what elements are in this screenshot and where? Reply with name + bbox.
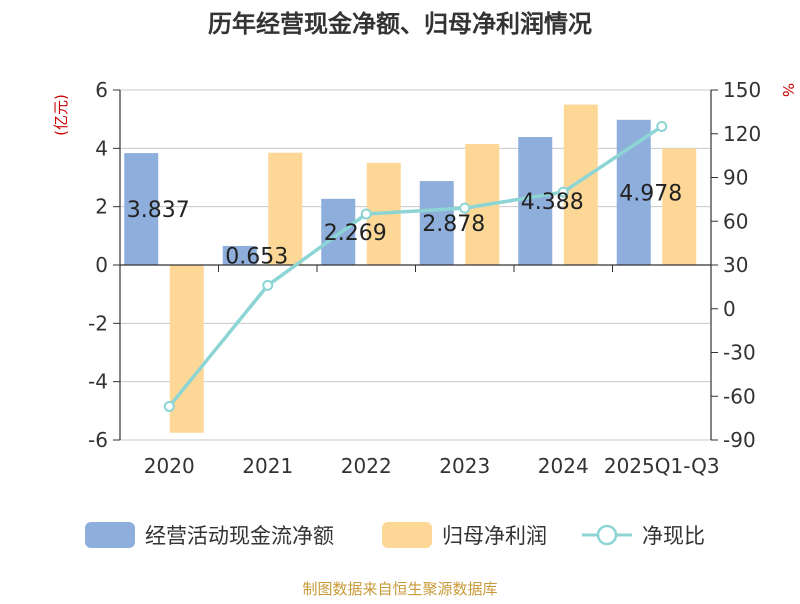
cash-flow-data-label: 0.653 xyxy=(225,244,288,269)
cash-flow-bar xyxy=(124,153,159,265)
x-tick-label: 2020 xyxy=(144,454,195,478)
ratio-line xyxy=(163,120,668,412)
y-left-tick-label: 0 xyxy=(95,253,108,277)
cash-flow-data-label: 4.388 xyxy=(521,190,584,215)
cash-flow-bar xyxy=(419,181,454,265)
y-left-tick-label: -2 xyxy=(88,311,108,335)
data-labels: 3.837 0.653 2.269 2.878 4.388 4.978 xyxy=(127,181,682,269)
y-right-tick-label: 0 xyxy=(723,297,736,321)
axes: 6 4 2 0 -2 -4 -6 150 120 90 60 30 0 -30 -60 -90 2020 2021… xyxy=(88,78,761,478)
legend-label: 净现比 xyxy=(642,524,705,548)
legend-swatch xyxy=(85,522,135,548)
legend-label: 归母净利润 xyxy=(442,524,547,548)
cash-flow-data-label: 3.837 xyxy=(127,198,190,223)
legend-ratio: 净现比 xyxy=(582,524,705,548)
y-right-tick-label: 90 xyxy=(723,166,748,190)
legend-swatch xyxy=(382,522,432,548)
ratio-point xyxy=(262,279,274,291)
net-profit-bar xyxy=(563,104,598,265)
y-left-tick-label: 6 xyxy=(95,78,108,102)
ratio-polyline xyxy=(167,125,663,408)
cash-flow-bar xyxy=(518,137,553,265)
legend-swatch-marker xyxy=(596,524,618,546)
ratio-point xyxy=(360,208,372,220)
legend: 经营活动现金流净额 归母净利润 净现比 xyxy=(85,522,705,548)
ratio-point xyxy=(459,202,471,214)
legend-cash-flow: 经营活动现金流净额 xyxy=(85,522,334,548)
net-profit-bar xyxy=(268,152,303,265)
cash-flow-data-label: 4.978 xyxy=(619,181,682,206)
chart-title: 历年经营现金净额、归母净利润情况 xyxy=(208,10,592,38)
y-right-tick-label: 120 xyxy=(723,122,761,146)
y-right-tick-label: -60 xyxy=(723,384,756,408)
cash-flow-data-label: 2.269 xyxy=(324,221,387,246)
cash-flow-data-label: 2.878 xyxy=(422,212,485,237)
source-note: 制图数据来自恒生聚源数据库 xyxy=(302,580,497,598)
y-right-tick-label: 30 xyxy=(723,253,748,277)
ratio-point xyxy=(656,120,668,132)
y-right-tick-label: 60 xyxy=(723,209,748,233)
y-right-tick-label: -30 xyxy=(723,341,756,365)
net-profit-bar xyxy=(169,265,204,433)
y-right-tick-label: 150 xyxy=(723,78,761,102)
y-right-tick-label: -90 xyxy=(723,428,756,452)
y-left-tick-label: 2 xyxy=(95,195,108,219)
cash-flow-bar xyxy=(222,245,257,265)
x-tick-label: 2022 xyxy=(341,454,392,478)
cash-flow-bar xyxy=(321,198,356,265)
y-right-axis-label: % xyxy=(779,83,797,97)
x-tick-label: 2023 xyxy=(439,454,490,478)
legend-label: 经营活动现金流净额 xyxy=(145,524,334,548)
y-left-tick-label: 4 xyxy=(95,136,108,160)
x-tick-label: 2021 xyxy=(242,454,293,478)
y-left-axis-label: (亿元) xyxy=(52,94,70,136)
net-profit-bar xyxy=(662,148,697,265)
y-left-tick-label: -6 xyxy=(88,428,108,452)
ratio-point xyxy=(557,186,569,198)
x-tick-label: 2024 xyxy=(538,454,589,478)
x-tick-label: 2025Q1-Q3 xyxy=(604,454,720,478)
ratio-point xyxy=(163,400,175,412)
legend-net-profit: 归母净利润 xyxy=(382,522,547,548)
y-left-tick-label: -4 xyxy=(88,370,108,394)
bars xyxy=(124,104,697,433)
